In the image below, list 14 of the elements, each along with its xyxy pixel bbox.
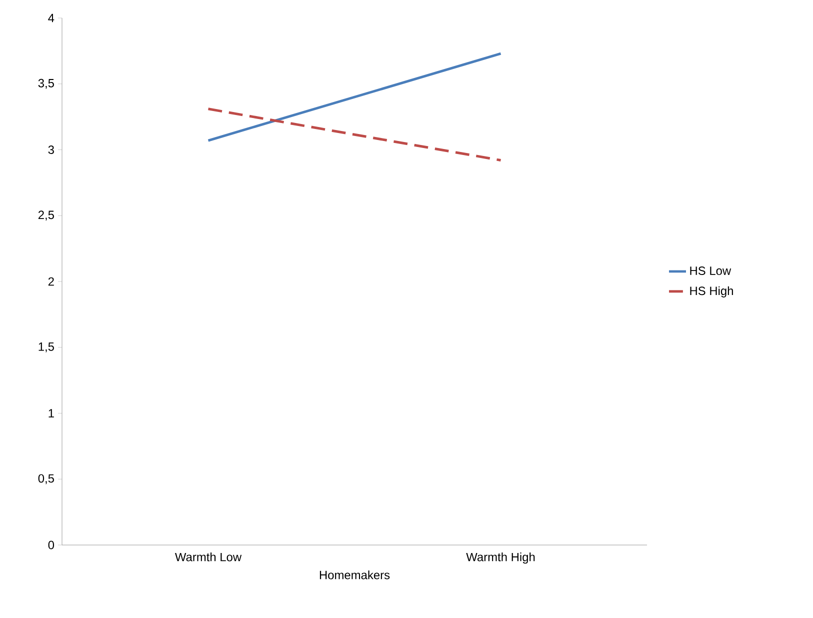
y-tick-label: 2,5 <box>38 210 54 221</box>
y-tick-label: 1 <box>48 409 54 418</box>
legend-label: HS Low <box>690 266 732 275</box>
x-axis-title: Homemakers <box>320 570 390 580</box>
x-tick-label: Warmth High <box>466 552 535 564</box>
x-tick-label: Warmth Low <box>174 552 242 562</box>
y-tick-label: 1,5 <box>38 342 54 352</box>
y-tick-label: 3,5 <box>38 78 54 89</box>
y-tick-label: 0 <box>48 540 54 550</box>
y-tick-label: 2 <box>48 277 54 286</box>
y-tick-label: 4 <box>48 14 54 22</box>
y-tick-label: 3 <box>48 146 54 154</box>
y-tick-label: 0,5 <box>38 474 54 484</box>
legend-label: HS High <box>690 286 733 298</box>
